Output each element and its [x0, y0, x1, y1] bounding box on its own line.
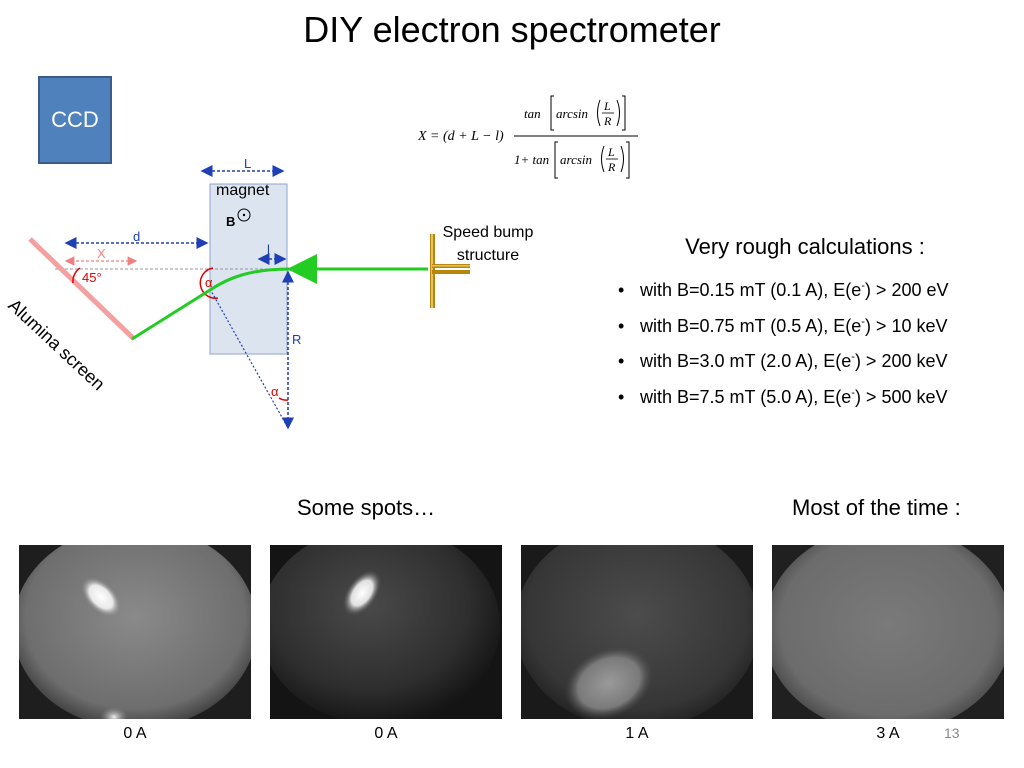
formula: X = (d + L − l) tan arcsin L R 1+ tan ar…	[417, 92, 648, 182]
angle-alpha-arc-top	[199, 267, 219, 299]
ccd-image-1	[19, 545, 251, 719]
page-number: 13	[944, 725, 960, 741]
distance-d-label: d	[133, 229, 141, 244]
electron-beam-curve	[131, 267, 291, 341]
ccd-image-3	[521, 545, 753, 719]
spectrometer-diagram	[28, 165, 470, 430]
list-item: • with B=0.75 mT (0.5 A), E(e-) > 10 keV	[618, 315, 948, 336]
angle-45-label: 45°	[82, 270, 102, 285]
angle-alpha-label-bottom: α	[271, 384, 279, 399]
calculations-list: • with B=0.15 mT (0.1 A), E(e-) > 200 eV …	[618, 272, 949, 414]
heading-some-spots: Some spots…	[297, 495, 436, 520]
list-item: • with B=3.0 mT (2.0 A), E(e-) > 200 keV	[618, 351, 948, 371]
formula-tan-num: tan	[524, 106, 541, 121]
formula-R-den: R	[607, 160, 616, 174]
formula-L-num: L	[603, 99, 611, 113]
angle-alpha-arc-bottom	[278, 397, 289, 401]
magnet-label: magnet	[216, 182, 270, 199]
speed-bump-label: Speed bump structure	[442, 224, 534, 264]
alumina-screen	[28, 237, 136, 341]
heading-most-of-the-time: Most of the time :	[792, 495, 961, 520]
formula-R-num: R	[603, 114, 612, 128]
b-field-label: B	[226, 214, 236, 229]
caption-image-1: 0 A	[123, 725, 147, 742]
caption-image-4: 3 A	[876, 725, 900, 742]
list-item: • with B=0.15 mT (0.1 A), E(e-) > 200 eV	[618, 280, 949, 300]
speed-bump-structure	[430, 234, 470, 308]
list-item: • with B=7.5 mT (5.0 A), E(e-) > 500 keV	[618, 386, 948, 407]
slide-title: DIY electron spectrometer	[303, 9, 721, 50]
formula-denominator-prefix: 1+ tan	[514, 152, 549, 167]
radius-diagonal-line	[209, 288, 289, 429]
formula-arcsin-den: arcsin	[560, 152, 592, 167]
ccd-image-2	[270, 545, 502, 719]
formula-arcsin-num: arcsin	[556, 106, 588, 121]
ccd-image-4	[772, 545, 1004, 719]
calculations-title: Very rough calculations :	[685, 234, 925, 259]
angle-45-arc	[72, 267, 81, 284]
formula-L-den: L	[607, 145, 615, 159]
length-L-label: L	[244, 156, 252, 171]
radius-R-label: R	[292, 332, 302, 347]
length-l-label: l	[267, 242, 270, 257]
formula-lhs: X = (d + L − l)	[418, 129, 504, 144]
distance-X-label: X	[97, 246, 106, 261]
b-field-icon	[237, 208, 251, 222]
ccd-box: CCD	[38, 76, 112, 164]
caption-image-3: 1 A	[625, 725, 649, 742]
caption-image-2: 0 A	[374, 725, 398, 742]
angle-alpha-label-top: α	[205, 275, 213, 290]
